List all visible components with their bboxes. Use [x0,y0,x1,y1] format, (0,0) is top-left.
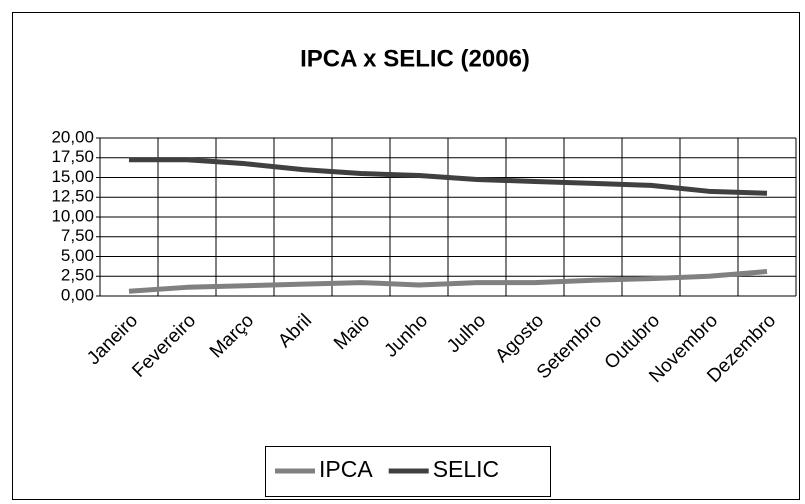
series-line [129,157,768,196]
y-tick-label: 20,00 [51,127,94,146]
legend-label: IPCA [319,456,373,482]
y-tick-label: 15,00 [51,167,94,186]
y-tick-label: 0,00 [61,285,94,304]
chart-title: IPCA x SELIC (2006) [300,45,530,72]
y-tick-label: 5,00 [61,246,94,265]
legend-label: SELIC [433,456,499,482]
y-tick-label: 2,50 [61,266,94,285]
y-tick-label: 10,00 [51,206,94,225]
y-tick-label: 7,50 [61,226,94,245]
series-line [128,269,768,294]
y-tick-label: 12,50 [51,187,94,206]
y-tick-label: 17,50 [51,147,94,166]
